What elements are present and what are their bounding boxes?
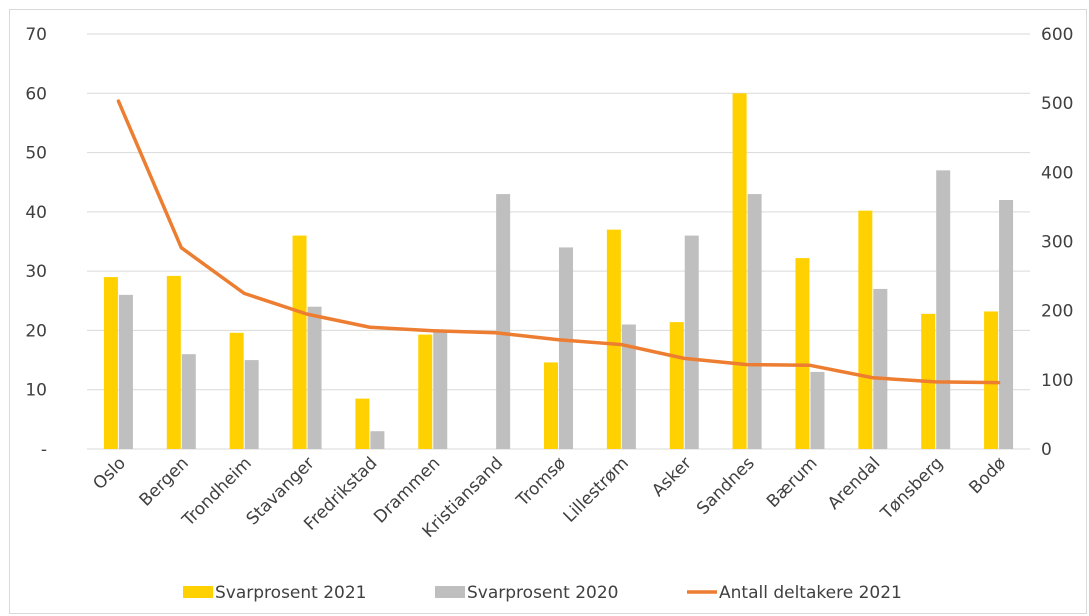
y-right-tick-label: 500: [1041, 94, 1073, 114]
y-right-tick-label: 200: [1041, 302, 1073, 322]
category-label: Bodø: [965, 453, 1010, 498]
y-left-tick-label: -: [41, 440, 47, 460]
y-left-tick-label: 40: [25, 203, 47, 223]
category-label: Tønsberg: [876, 453, 947, 524]
bar-2021: [669, 322, 684, 449]
bar-2020: [684, 235, 699, 449]
bar-2020: [621, 324, 636, 449]
category-label: Oslo: [89, 453, 130, 494]
y-left-tick-label: 50: [25, 144, 47, 164]
bar-2020: [433, 330, 448, 449]
category-label: Bergen: [136, 453, 193, 510]
bar-2021: [795, 258, 810, 449]
y-left-tick-label: 60: [25, 84, 47, 104]
bar-2021: [858, 210, 873, 449]
bar-2020: [118, 294, 133, 449]
legend-label: Svarprosent 2020: [467, 583, 619, 603]
bar-2020: [181, 354, 196, 449]
bar-2020: [810, 371, 825, 449]
line-antall-deltakere: [116, 99, 1001, 385]
category-label: Tromsø: [512, 453, 570, 511]
y-right-tick-label: 100: [1041, 371, 1073, 391]
bar-2020: [244, 360, 259, 449]
bar-2021: [103, 277, 118, 449]
legend-label: Svarprosent 2021: [215, 583, 367, 603]
bar-2020: [370, 431, 385, 449]
category-label: Asker: [648, 453, 696, 501]
category-label: Arendal: [824, 453, 884, 513]
bar-2020: [873, 288, 888, 449]
y-left-tick-label: 30: [25, 262, 47, 282]
bar-2020: [999, 200, 1014, 449]
legend-label: Antall deltakere 2021: [719, 583, 902, 603]
bar-2021: [229, 332, 244, 449]
bar-2021: [984, 311, 999, 449]
bar-2021: [732, 93, 747, 450]
bar-2020: [747, 194, 762, 449]
bar-2020: [496, 194, 511, 449]
bar-2021: [292, 235, 307, 449]
category-label: Bærum: [763, 453, 821, 511]
chart-frame: [9, 9, 1087, 614]
legend-swatch: [435, 586, 465, 598]
bar-2020: [307, 306, 322, 449]
y-right-tick-label: 0: [1041, 440, 1052, 460]
y-left-tick-label: 20: [25, 321, 47, 341]
y-left-tick-label: 70: [25, 25, 47, 45]
bar-2021: [606, 229, 621, 449]
bar-2021: [166, 275, 181, 449]
category-label: Lillestrøm: [560, 453, 633, 526]
bar-2021: [544, 362, 558, 449]
bar-2021: [418, 334, 433, 449]
category-label: Sandnes: [693, 453, 759, 519]
legend-swatch: [183, 586, 213, 598]
bar-2020: [559, 247, 573, 449]
y-right-tick-label: 600: [1041, 25, 1073, 45]
y-left-tick-label: 10: [25, 381, 47, 401]
y-right-tick-label: 400: [1041, 163, 1073, 183]
bar-2021: [355, 398, 370, 449]
bar-2020: [936, 170, 951, 449]
y-right-tick-label: 300: [1041, 233, 1073, 253]
